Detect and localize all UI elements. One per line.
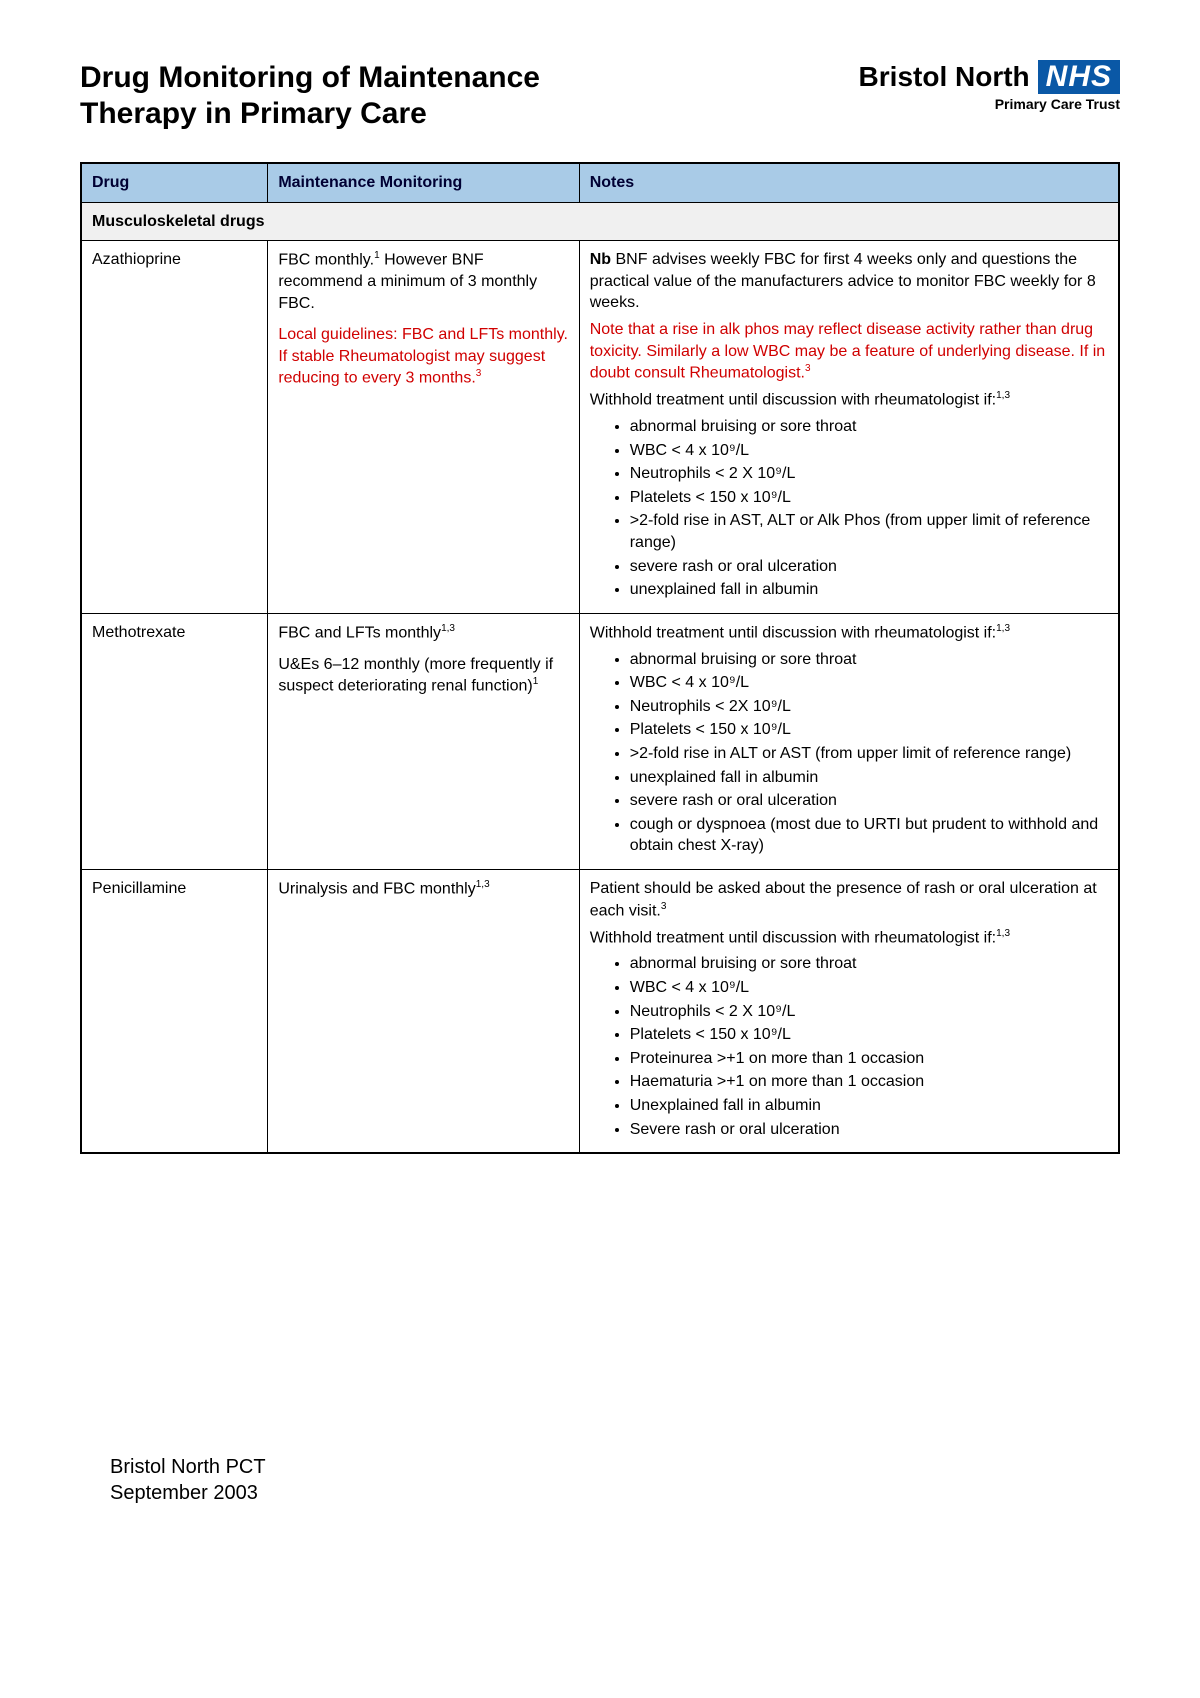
list-item: Proteinurea >+1 on more than 1 occasion [630, 1048, 1108, 1070]
withhold-label: Withhold treatment until discussion with… [590, 624, 996, 641]
drug-name: Azathioprine [81, 241, 268, 614]
monitoring-text-2: U&Es 6–12 monthly (more frequently if su… [278, 654, 568, 698]
list-item: Unexplained fall in albumin [630, 1095, 1108, 1117]
mon-text: U&Es 6–12 monthly (more frequently if su… [278, 656, 553, 695]
page-header: Drug Monitoring of Maintenance Therapy i… [80, 60, 1120, 132]
page-title: Drug Monitoring of Maintenance Therapy i… [80, 60, 859, 132]
withhold-label: Withhold treatment until discussion with… [590, 929, 996, 946]
monitoring-text: FBC and LFTs monthly1,3 [278, 622, 568, 644]
list-item: Platelets < 150 x 10⁹/L [630, 719, 1108, 741]
drug-name: Methotrexate [81, 613, 268, 869]
list-item: >2-fold rise in ALT or AST (from upper l… [630, 743, 1108, 765]
list-item: Neutrophils < 2 X 10⁹/L [630, 463, 1108, 485]
title-block: Drug Monitoring of Maintenance Therapy i… [80, 60, 859, 132]
red-text: Local guidelines: FBC and LFTs monthly. … [278, 326, 568, 387]
list-item: Severe rash or oral ulceration [630, 1119, 1108, 1141]
table-header-row: Drug Maintenance Monitoring Notes [81, 163, 1119, 202]
col-monitoring: Maintenance Monitoring [268, 163, 579, 202]
list-item: abnormal bruising or sore throat [630, 416, 1108, 438]
list-item: unexplained fall in albumin [630, 767, 1108, 789]
section-row: Musculoskeletal drugs [81, 202, 1119, 241]
sup-ref: 1 [533, 676, 539, 687]
list-item: >2-fold rise in AST, ALT or Alk Phos (fr… [630, 510, 1108, 553]
section-label: Musculoskeletal drugs [81, 202, 1119, 241]
withhold-text: Withhold treatment until discussion with… [590, 622, 1108, 644]
col-notes: Notes [579, 163, 1119, 202]
document-page: Drug Monitoring of Maintenance Therapy i… [0, 0, 1200, 1546]
red-text: Note that a rise in alk phos may reflect… [590, 321, 1105, 382]
list-item: Platelets < 150 x 10⁹/L [630, 1024, 1108, 1046]
list-item: unexplained fall in albumin [630, 579, 1108, 601]
sup-ref: 1,3 [996, 390, 1010, 401]
list-item: severe rash or oral ulceration [630, 790, 1108, 812]
bullet-list: abnormal bruising or sore throatWBC < 4 … [630, 416, 1108, 601]
sup-ref: 1,3 [996, 928, 1010, 939]
mon-text: FBC monthly. [278, 252, 374, 269]
notes-cell: Withhold treatment until discussion with… [579, 613, 1119, 869]
notes-cell: Nb BNF advises weekly FBC for first 4 we… [579, 241, 1119, 614]
list-item: abnormal bruising or sore throat [630, 953, 1108, 975]
mon-text: Urinalysis and FBC monthly [278, 880, 475, 897]
list-item: cough or dyspnoea (most due to URTI but … [630, 814, 1108, 857]
logo-block: Bristol North NHS Primary Care Trust [859, 60, 1120, 112]
nhs-logo: NHS [1038, 60, 1120, 94]
footer-org: Bristol North PCT [110, 1454, 1120, 1480]
withhold-text: Withhold treatment until discussion with… [590, 389, 1108, 411]
table-row: Penicillamine Urinalysis and FBC monthly… [81, 870, 1119, 1154]
brand-subtitle: Primary Care Trust [995, 96, 1120, 112]
monitoring-cell: FBC monthly.1 However BNF recommend a mi… [268, 241, 579, 614]
list-item: Neutrophils < 2 X 10⁹/L [630, 1001, 1108, 1023]
notes-cell: Patient should be asked about the presen… [579, 870, 1119, 1154]
table-row: Methotrexate FBC and LFTs monthly1,3 U&E… [81, 613, 1119, 869]
col-drug: Drug [81, 163, 268, 202]
list-item: severe rash or oral ulceration [630, 556, 1108, 578]
bullet-list: abnormal bruising or sore throatWBC < 4 … [630, 953, 1108, 1140]
sup-ref: 1,3 [476, 879, 490, 890]
note-intro-text: Patient should be asked about the presen… [590, 880, 1097, 919]
sup-ref: 3 [805, 363, 811, 374]
title-line-1: Drug Monitoring of Maintenance [80, 61, 540, 94]
list-item: Haematuria >+1 on more than 1 occasion [630, 1071, 1108, 1093]
drug-name: Penicillamine [81, 870, 268, 1154]
monitoring-cell: FBC and LFTs monthly1,3 U&Es 6–12 monthl… [268, 613, 579, 869]
sup-ref: 3 [476, 368, 482, 379]
monitoring-text: Urinalysis and FBC monthly1,3 [278, 878, 568, 900]
bullet-list: abnormal bruising or sore throatWBC < 4 … [630, 649, 1108, 857]
sup-ref: 3 [661, 901, 667, 912]
note-nb: Nb [590, 251, 611, 268]
footer-date: September 2003 [110, 1480, 1120, 1506]
list-item: WBC < 4 x 10⁹/L [630, 672, 1108, 694]
table-row: Azathioprine FBC monthly.1 However BNF r… [81, 241, 1119, 614]
brand-text: Bristol North [859, 61, 1030, 93]
local-guidelines: Local guidelines: FBC and LFTs monthly. … [278, 324, 568, 389]
mon-text: FBC and LFTs monthly [278, 624, 441, 641]
logo-row: Bristol North NHS [859, 60, 1120, 94]
list-item: Platelets < 150 x 10⁹/L [630, 487, 1108, 509]
page-footer: Bristol North PCT September 2003 [80, 1454, 1120, 1506]
monitoring-text: FBC monthly.1 However BNF recommend a mi… [278, 249, 568, 314]
monitoring-cell: Urinalysis and FBC monthly1,3 [268, 870, 579, 1154]
withhold-text: Withhold treatment until discussion with… [590, 927, 1108, 949]
list-item: WBC < 4 x 10⁹/L [630, 440, 1108, 462]
list-item: abnormal bruising or sore throat [630, 649, 1108, 671]
sup-ref: 1,3 [996, 623, 1010, 634]
note-intro: Patient should be asked about the presen… [590, 878, 1108, 922]
withhold-label: Withhold treatment until discussion with… [590, 391, 996, 408]
monitoring-table: Drug Maintenance Monitoring Notes Muscul… [80, 162, 1120, 1154]
note-red: Note that a rise in alk phos may reflect… [590, 319, 1108, 384]
list-item: WBC < 4 x 10⁹/L [630, 977, 1108, 999]
list-item: Neutrophils < 2X 10⁹/L [630, 696, 1108, 718]
note-intro: Nb BNF advises weekly FBC for first 4 we… [590, 249, 1108, 314]
title-line-2: Therapy in Primary Care [80, 97, 427, 130]
sup-ref: 1,3 [441, 623, 455, 634]
note-intro-text: BNF advises weekly FBC for first 4 weeks… [590, 251, 1096, 311]
